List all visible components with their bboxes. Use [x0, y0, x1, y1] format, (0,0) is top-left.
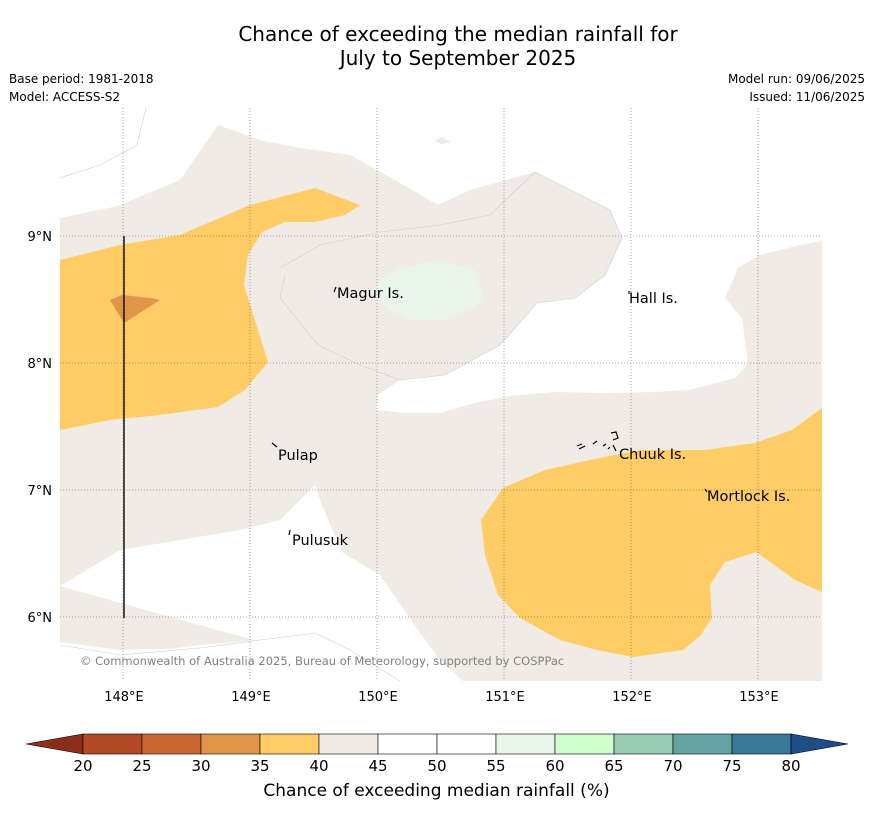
colorbar-over-arrow [790, 733, 849, 755]
lat-tick-6n: 6°N [28, 611, 53, 626]
island-mortlock [704, 488, 708, 493]
meta-right: Model run: 09/06/2025 Issued: 11/06/2025 [728, 70, 865, 106]
colorbar-tick-label: 35 [250, 757, 269, 775]
colorbar-swatch [436, 733, 497, 755]
colorbar-under-arrow [25, 733, 84, 755]
lat-tick-8n: 8°N [28, 357, 53, 372]
lat-tick-9n: 9°N [28, 230, 53, 245]
copyright-text: © Commonwealth of Australia 2025, Bureau… [80, 654, 564, 668]
place-label-pulusuk: Pulusuk [292, 533, 349, 549]
contour-line-50-south [60, 632, 401, 681]
colorbar-swatch [377, 733, 438, 755]
colorbar-swatch [141, 733, 202, 755]
colorbar-tick-label: 65 [604, 757, 623, 775]
lon-tick-150e: 150°E [358, 690, 398, 705]
gridlines [60, 108, 822, 681]
colorbar-swatch [259, 733, 320, 755]
lon-tick-labels: 148°E 149°E 150°E 151°E 152°E 153°E [104, 690, 779, 705]
colorbar-tick-label: 25 [132, 757, 151, 775]
contour-line-50-inner [279, 171, 623, 381]
place-labels: Magur Is. Hall Is. Pulap Chuuk Is. Mortl… [278, 286, 790, 549]
region-45-55-north [60, 108, 822, 413]
colorbar-tick-label: 60 [545, 757, 564, 775]
colorbar-tick-label: 70 [663, 757, 682, 775]
region-55-60-patch [372, 260, 484, 320]
place-label-pulap: Pulap [278, 448, 318, 464]
map-title-line-1: Chance of exceeding the median rainfall … [238, 22, 678, 46]
colorbar-tick-labels: 20 25 30 35 40 45 50 55 60 65 70 75 80 [73, 757, 800, 775]
colorbar-tick-label: 45 [368, 757, 387, 775]
colorbar-tick-label: 75 [722, 757, 741, 775]
contour-line-50-northwest [60, 108, 147, 179]
place-label-mortlock: Mortlock Is. [707, 489, 790, 505]
colorbar-swatch [318, 733, 379, 755]
island-chuuk-lagoon [576, 431, 619, 452]
region-45-55-south [60, 586, 400, 681]
colorbar-tick-label: 20 [73, 757, 92, 775]
model-text: Model: ACCESS-S2 [9, 90, 121, 104]
colorbar-tick-label: 55 [486, 757, 505, 775]
island-pulusuk [288, 529, 291, 536]
colorbar-label: Chance of exceeding median rainfall (%) [263, 781, 610, 801]
lon-tick-153e: 153°E [739, 690, 779, 705]
colorbar-tick-label: 80 [781, 757, 800, 775]
colorbar-swatch [554, 733, 615, 755]
map-area: Magur Is. Hall Is. Pulap Chuuk Is. Mortl… [60, 108, 822, 681]
region-45-55-southwest [60, 485, 463, 681]
region-30-35-patch [110, 295, 160, 323]
region-35-40-southeast [481, 408, 822, 657]
lon-tick-149e: 149°E [231, 690, 271, 705]
model-run-text: Model run: 09/06/2025 [727, 72, 865, 86]
place-label-magur: Magur Is. [337, 286, 404, 302]
lon-tick-151e: 151°E [485, 690, 525, 705]
colorbar-tick-label: 50 [427, 757, 446, 775]
place-label-chuuk: Chuuk Is. [619, 447, 686, 463]
colorbar-swatch [82, 733, 143, 755]
colorbar-swatch [731, 733, 792, 755]
colorbar-tick-label: 30 [191, 757, 210, 775]
map-title-line-2: July to September 2025 [339, 46, 577, 70]
island-marks [271, 286, 708, 536]
colorbar-swatch [495, 733, 556, 755]
lon-tick-152e: 152°E [612, 690, 652, 705]
lat-tick-7n: 7°N [28, 484, 53, 499]
colorbar-swatch [613, 733, 674, 755]
island-magur [333, 286, 337, 293]
region-small-patch [434, 137, 451, 144]
lon-tick-148e: 148°E [104, 690, 144, 705]
region-35-40-west [60, 188, 360, 430]
colorbar-swatch [200, 733, 261, 755]
colorbar-tick-label: 40 [309, 757, 328, 775]
meta-left: Base period: 1981-2018 Model: ACCESS-S2 [9, 70, 154, 106]
map-title: Chance of exceeding the median rainfall … [0, 22, 873, 70]
colorbar-swatch [672, 733, 733, 755]
base-period-text: Base period: 1981-2018 [9, 72, 154, 86]
island-pulap [271, 442, 278, 448]
contour-line-45-north [279, 171, 536, 269]
place-label-hall: Hall Is. [629, 291, 678, 307]
lat-tick-labels: 9°N 8°N 7°N 6°N [28, 230, 53, 626]
issued-text: Issued: 11/06/2025 [749, 90, 865, 104]
colorbar [25, 733, 849, 755]
